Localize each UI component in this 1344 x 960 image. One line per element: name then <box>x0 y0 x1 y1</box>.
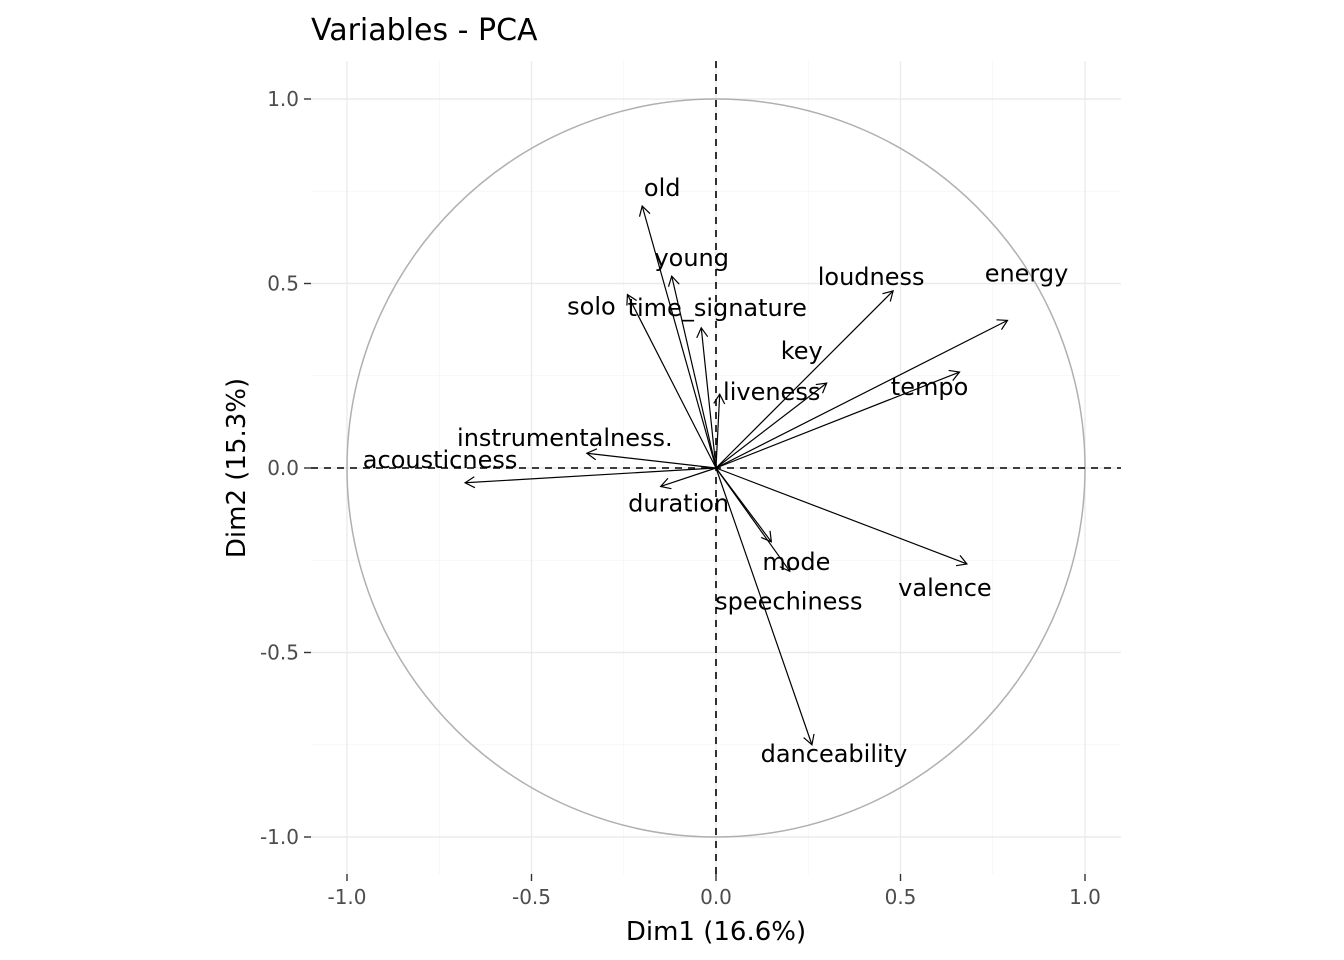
label-young: young <box>654 244 729 272</box>
arrow-energy <box>715 319 1008 469</box>
label-acousticness: acousticness <box>363 446 518 474</box>
label-key: key <box>781 337 823 365</box>
x-tick-label: 0.0 <box>700 885 732 909</box>
x-tick-label: -1.0 <box>327 885 366 909</box>
arrowhead <box>815 382 828 394</box>
arrowhead <box>463 476 476 489</box>
arrowhead <box>659 477 672 490</box>
arrow-old <box>641 205 717 469</box>
arrowhead <box>779 560 791 573</box>
arrow-liveness <box>715 394 721 469</box>
arrowhead <box>585 448 598 461</box>
x-axis-title: Dim1 (16.6%) <box>626 917 806 947</box>
arrow-acousticness <box>465 467 717 484</box>
y-tick-label: -1.0 <box>260 825 299 849</box>
arrowhead <box>996 319 1009 330</box>
y-tick-label: 1.0 <box>267 87 299 111</box>
arrow-speechiness <box>715 467 791 572</box>
x-tick-label: -0.5 <box>512 885 551 909</box>
label-duration: duration <box>628 489 729 517</box>
label-loudness: loudness <box>818 263 925 291</box>
label-tempo: tempo <box>891 373 968 401</box>
variable-labels: old young solo time_signature loudness energy… <box>363 174 1069 768</box>
label-solo: solo <box>567 293 616 321</box>
arrowhead <box>696 326 709 339</box>
arrowhead <box>713 393 726 405</box>
variable-arrows <box>463 204 1009 746</box>
y-axis-title: Dim2 (15.3%) <box>222 378 252 558</box>
x-tick-label: 0.5 <box>885 885 917 909</box>
label-liveness: liveness <box>723 378 820 406</box>
arrow-duration <box>660 467 717 488</box>
arrowhead <box>667 274 680 287</box>
label-time_signature: time_signature <box>628 294 807 322</box>
label-valence: valence <box>898 574 992 602</box>
arrowhead <box>882 290 894 302</box>
y-tick-label: -0.5 <box>260 641 299 665</box>
arrowhead <box>638 204 651 217</box>
label-speechiness: speechiness <box>715 587 862 615</box>
label-mode: mode <box>762 548 830 576</box>
axis-ticks: -1.0 -0.5 0.0 0.5 1.0 -1.0 -0.5 0.0 0.5 1.0 <box>260 87 1101 909</box>
arrowhead <box>948 369 961 382</box>
label-energy: energy <box>985 259 1069 287</box>
y-tick-label: 0.0 <box>267 456 299 480</box>
arrow-key <box>715 382 828 469</box>
arrow-solo <box>626 294 717 469</box>
x-tick-label: 1.0 <box>1069 885 1101 909</box>
arrow-danceability <box>715 467 813 745</box>
y-tick-label: 0.5 <box>267 272 299 296</box>
arrow-instrumentalness <box>586 452 717 469</box>
arrow-loudness <box>715 290 894 469</box>
label-instrumentalness: instrumentalness. <box>457 424 673 452</box>
arrow-tempo <box>715 371 960 469</box>
arrow-young <box>671 275 717 469</box>
arrowhead <box>955 555 969 567</box>
arrow-time_signature <box>700 327 717 469</box>
chart-title: Variables - PCA <box>311 13 538 48</box>
label-danceability: danceability <box>761 740 908 768</box>
label-old: old <box>644 174 681 202</box>
arrowhead <box>760 530 773 543</box>
arrow-valence <box>715 467 968 565</box>
arrowhead <box>803 733 815 746</box>
arrowhead <box>626 293 637 306</box>
